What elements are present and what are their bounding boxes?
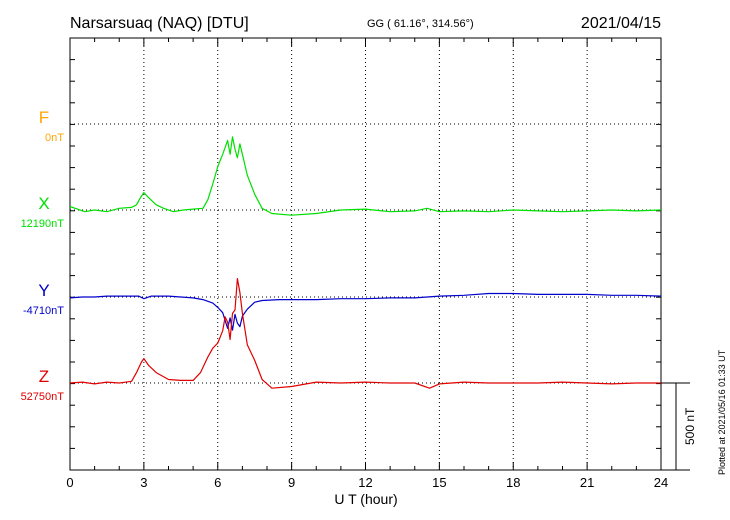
trace-y <box>69 292 662 331</box>
x-axis-label: U T (hour) <box>334 491 397 507</box>
x-tick-label: 0 <box>66 475 73 490</box>
x-tick-label: 18 <box>506 475 520 490</box>
scale-bar: 500 nT <box>661 382 697 471</box>
x-tick-label: 6 <box>214 475 221 490</box>
geographic-coords: GG ( 61.16°, 314.56°) <box>367 18 474 30</box>
axis-ticks <box>69 38 662 470</box>
x-tick-label: 21 <box>580 475 594 490</box>
component-name-x: X <box>38 194 49 213</box>
plotted-note: Plotted at 2021/05/16 01:33 UT <box>717 349 727 475</box>
x-tick-label: 12 <box>358 475 372 490</box>
traces <box>69 136 662 389</box>
date-label: 2021/04/15 <box>581 15 661 32</box>
x-tick-label: 3 <box>140 475 147 490</box>
scale-bar-label: 500 nT <box>683 407 697 445</box>
component-name-z: Z <box>39 367 49 386</box>
grid-lines <box>70 38 661 470</box>
station-title: Narsarsuaq (NAQ) [DTU] <box>70 15 249 32</box>
x-tick-label: 9 <box>288 475 295 490</box>
trace-x <box>69 136 662 216</box>
component-baseline-z: 52750nT <box>21 391 65 403</box>
x-tick-label: 24 <box>654 475 668 490</box>
trace-z <box>69 278 661 389</box>
component-name-y: Y <box>38 281 49 300</box>
component-baseline-f: 0nT <box>45 132 64 144</box>
component-baseline-x: 12190nT <box>21 218 65 230</box>
component-labels: F 0nT X 12190nT Y -4710nT Z 52750nT <box>21 108 65 403</box>
component-name-f: F <box>39 108 49 127</box>
x-tick-labels: 0 3 6 9 12 15 18 21 24 <box>66 475 668 490</box>
component-baseline-y: -4710nT <box>23 305 64 317</box>
x-tick-label: 15 <box>432 475 446 490</box>
